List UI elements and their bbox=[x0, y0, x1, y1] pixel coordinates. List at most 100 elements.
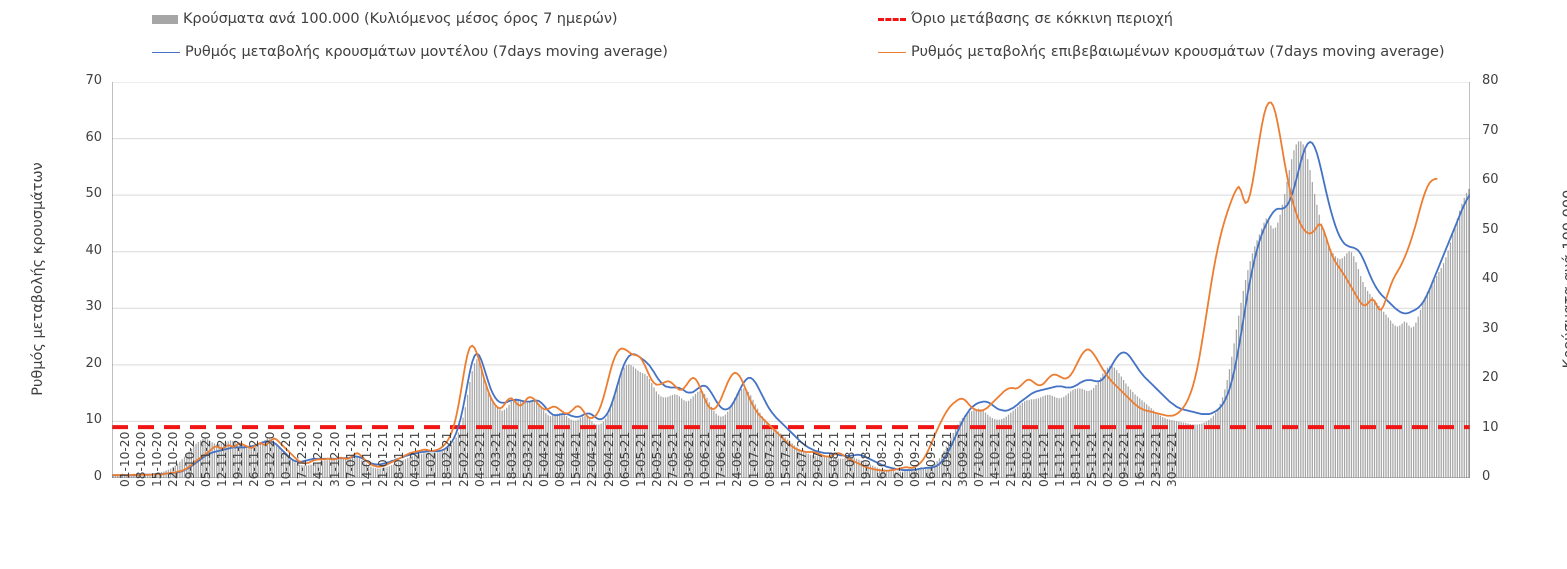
y-left-tick-50: 50 bbox=[85, 186, 102, 202]
y-left-tick-10: 10 bbox=[85, 412, 102, 428]
y-right-tick-80: 80 bbox=[1482, 73, 1499, 88]
y-right-tick-10: 10 bbox=[1482, 419, 1499, 435]
x-tick-15-10-20: 15-10-20 bbox=[150, 431, 165, 487]
x-tick-23-12-21: 23-12-21 bbox=[1149, 431, 1164, 487]
x-tick-13-05-21: 13-05-21 bbox=[633, 431, 648, 487]
x-tick-04-11-21: 04-11-21 bbox=[1036, 431, 1051, 487]
y-left-tick-0: 0 bbox=[93, 469, 102, 484]
x-tick-31-12-20: 31-12-20 bbox=[327, 431, 342, 487]
x-tick-03-12-20: 03-12-20 bbox=[263, 431, 278, 487]
y-right-tick-20: 20 bbox=[1482, 370, 1499, 385]
y-right-tick-70: 70 bbox=[1482, 122, 1499, 138]
x-tick-08-04-21: 08-04-21 bbox=[553, 431, 568, 487]
x-tick-22-10-20: 22-10-20 bbox=[166, 431, 181, 487]
x-tick-01-10-20: 01-10-20 bbox=[118, 431, 133, 487]
x-tick-11-11-21: 11-11-21 bbox=[1052, 431, 1067, 487]
legend-item-threshold[interactable]: Όριο μετάβασης σε κόκκινη περιοχή bbox=[878, 11, 1173, 27]
red-dashed-swatch-icon bbox=[878, 17, 906, 21]
x-tick-10-06-21: 10-06-21 bbox=[698, 431, 713, 487]
plot-canvas bbox=[112, 82, 1470, 478]
x-tick-04-02-21: 04-02-21 bbox=[408, 431, 423, 487]
x-tick-16-12-21: 16-12-21 bbox=[1133, 431, 1148, 487]
y-right-tick-40: 40 bbox=[1482, 271, 1499, 286]
y-right-tick-60: 60 bbox=[1482, 172, 1499, 187]
x-tick-01-07-21: 01-07-21 bbox=[746, 431, 761, 487]
legend-label-threshold: Όριο μετάβασης σε κόκκινη περιοχή bbox=[911, 11, 1173, 27]
blue-line-swatch-icon bbox=[152, 51, 180, 53]
x-tick-14-01-21: 14-01-21 bbox=[359, 431, 374, 487]
x-tick-15-04-21: 15-04-21 bbox=[569, 431, 584, 487]
x-tick-21-10-21: 21-10-21 bbox=[1004, 431, 1019, 487]
x-tick-25-11-21: 25-11-21 bbox=[1084, 431, 1099, 487]
x-tick-08-07-21: 08-07-21 bbox=[762, 431, 777, 487]
y-left-tick-70: 70 bbox=[85, 73, 102, 88]
legend-label-confirmed-line: Ρυθμός μεταβολής επιβεβαιωμένων κρουσμάτ… bbox=[911, 44, 1445, 60]
x-tick-07-10-21: 07-10-21 bbox=[972, 431, 987, 487]
x-tick-27-05-21: 27-05-21 bbox=[665, 431, 680, 487]
x-tick-09-09-21: 09-09-21 bbox=[907, 431, 922, 487]
x-tick-26-08-21: 26-08-21 bbox=[875, 431, 890, 487]
y-right-tick-50: 50 bbox=[1482, 221, 1499, 237]
x-tick-07-01-21: 07-01-21 bbox=[343, 431, 358, 487]
y-right-tick-0: 0 bbox=[1482, 469, 1491, 484]
x-tick-12-08-21: 12-08-21 bbox=[843, 431, 858, 487]
x-tick-18-03-21: 18-03-21 bbox=[504, 431, 519, 487]
x-tick-12-11-20: 12-11-20 bbox=[214, 431, 229, 487]
x-tick-23-09-21: 23-09-21 bbox=[939, 431, 954, 487]
x-tick-19-11-20: 19-11-20 bbox=[230, 431, 245, 487]
x-tick-30-09-21: 30-09-21 bbox=[955, 431, 970, 487]
orange-line-swatch-icon bbox=[878, 51, 906, 53]
y-left-tick-40: 40 bbox=[85, 242, 102, 258]
x-tick-30-12-21: 30-12-21 bbox=[1165, 431, 1180, 487]
x-tick-18-02-21: 18-02-21 bbox=[440, 431, 455, 487]
x-tick-18-11-21: 18-11-21 bbox=[1068, 431, 1083, 487]
x-tick-06-05-21: 06-05-21 bbox=[617, 431, 632, 487]
x-tick-10-12-20: 10-12-20 bbox=[279, 431, 294, 487]
y-axis-left-title: Ρυθμός μεταβολής κρουσμάτων bbox=[30, 162, 46, 396]
plot-area bbox=[112, 82, 1470, 478]
x-tick-17-06-21: 17-06-21 bbox=[714, 431, 729, 487]
x-tick-04-03-21: 04-03-21 bbox=[472, 431, 487, 487]
legend-item-confirmed-line[interactable]: Ρυθμός μεταβολής επιβεβαιωμένων κρουσμάτ… bbox=[878, 44, 1445, 60]
y-left-tick-20: 20 bbox=[85, 355, 102, 371]
x-tick-11-02-21: 11-02-21 bbox=[424, 431, 439, 487]
x-tick-02-12-21: 02-12-21 bbox=[1100, 431, 1115, 487]
x-tick-02-09-21: 02-09-21 bbox=[891, 431, 906, 487]
x-tick-16-09-21: 16-09-21 bbox=[923, 431, 938, 487]
x-tick-22-07-21: 22-07-21 bbox=[794, 431, 809, 487]
x-tick-25-03-21: 25-03-21 bbox=[520, 431, 535, 487]
x-tick-08-10-20: 08-10-20 bbox=[134, 431, 149, 487]
x-tick-19-08-21: 19-08-21 bbox=[859, 431, 874, 487]
x-tick-29-07-21: 29-07-21 bbox=[810, 431, 825, 487]
legend-item-cases-bars[interactable]: Κρούσματα ανά 100.000 (Κυλιόμενος μέσος … bbox=[152, 11, 618, 27]
x-tick-11-03-21: 11-03-21 bbox=[488, 431, 503, 487]
x-tick-05-11-20: 05-11-20 bbox=[198, 431, 213, 487]
x-tick-09-12-21: 09-12-21 bbox=[1117, 431, 1132, 487]
x-tick-14-10-21: 14-10-21 bbox=[988, 431, 1003, 487]
legend-label-cases-bars: Κρούσματα ανά 100.000 (Κυλιόμενος μέσος … bbox=[183, 11, 618, 27]
y-left-tick-60: 60 bbox=[85, 129, 102, 145]
x-tick-28-10-21: 28-10-21 bbox=[1020, 431, 1035, 487]
y-right-tick-30: 30 bbox=[1482, 320, 1499, 336]
x-tick-29-10-20: 29-10-20 bbox=[182, 431, 197, 487]
x-tick-25-02-21: 25-02-21 bbox=[456, 431, 471, 487]
x-tick-29-04-21: 29-04-21 bbox=[601, 431, 616, 487]
x-tick-22-04-21: 22-04-21 bbox=[585, 431, 600, 487]
x-tick-03-06-21: 03-06-21 bbox=[682, 431, 697, 487]
x-tick-28-01-21: 28-01-21 bbox=[392, 431, 407, 487]
y-left-tick-30: 30 bbox=[85, 299, 102, 315]
x-tick-05-08-21: 05-08-21 bbox=[827, 431, 842, 487]
x-tick-17-12-20: 17-12-20 bbox=[295, 431, 310, 487]
x-tick-24-06-21: 24-06-21 bbox=[730, 431, 745, 487]
x-tick-15-07-21: 15-07-21 bbox=[778, 431, 793, 487]
x-tick-26-11-20: 26-11-20 bbox=[247, 431, 262, 487]
legend-label-model-line: Ρυθμός μεταβολής κρουσμάτων μοντέλου (7d… bbox=[185, 44, 668, 60]
x-tick-24-12-20: 24-12-20 bbox=[311, 431, 326, 487]
x-tick-20-05-21: 20-05-21 bbox=[649, 431, 664, 487]
y-axis-right-title: Κρούσματα ανά 100.000 bbox=[1561, 189, 1567, 369]
legend-item-model-line[interactable]: Ρυθμός μεταβολής κρουσμάτων μοντέλου (7d… bbox=[152, 44, 668, 60]
x-tick-21-01-21: 21-01-21 bbox=[375, 431, 390, 487]
bar-swatch-icon bbox=[152, 14, 178, 24]
x-tick-01-04-21: 01-04-21 bbox=[537, 431, 552, 487]
